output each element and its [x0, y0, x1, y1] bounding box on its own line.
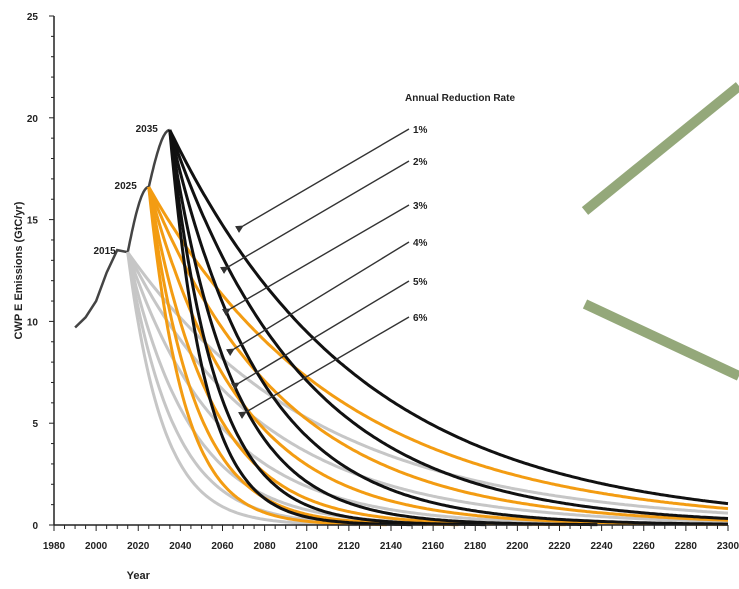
rate-arrow-5: [230, 280, 410, 391]
decline-curve-2035-5pct: [168, 129, 486, 527]
y-tick-label: 10: [27, 317, 39, 328]
y-tick-label: 25: [27, 12, 39, 23]
x-tick-label: 2140: [380, 541, 403, 552]
x-tick-label: 2020: [127, 541, 150, 552]
historical-emissions-line: [74, 248, 128, 329]
decline-curve-2015-2pct: [126, 251, 728, 524]
x-tick-label: 2120: [338, 541, 361, 552]
x-tick-label: 2060: [211, 541, 234, 552]
x-tick-label: 2040: [169, 541, 192, 552]
rate-label-4: 4%: [413, 238, 428, 249]
x-tick-label: 2220: [548, 541, 571, 552]
x-tick-label: 2160: [422, 541, 445, 552]
x-tick-label: 2280: [675, 541, 698, 552]
rate-label-1: 1%: [413, 125, 428, 136]
rate-arrow-6: [237, 316, 410, 419]
x-tick-label: 2080: [254, 541, 277, 552]
rate-arrow-2: [219, 160, 410, 274]
peak-label-2025: 2025: [115, 181, 138, 192]
decline-curve-2025-1pct: [147, 186, 729, 511]
rate-label-2: 2%: [413, 157, 428, 168]
x-axis-title: Year: [127, 570, 151, 582]
arrows-layer: [219, 128, 410, 419]
decline-curve-2035-2pct: [168, 129, 729, 520]
y-tick-label: 20: [27, 114, 39, 125]
axes-layer: 1980 2000 2020 2040 2060 2080 2100 2120 2140 2160…: [27, 12, 739, 552]
rate-arrow-1: [234, 128, 410, 233]
decline-curve-2035-3pct: [168, 129, 728, 526]
rate-arrow-3: [221, 204, 410, 316]
ramp-line-2025: [126, 185, 150, 253]
x-tick-label: 2200: [506, 541, 529, 552]
legend-title: Annual Reduction Rate: [405, 93, 515, 104]
y-tick-label: 0: [32, 521, 38, 532]
x-tick-label: 2000: [85, 541, 108, 552]
decor-stroke-lower: [582, 299, 739, 381]
decor-stroke-upper: [581, 82, 739, 215]
x-tick-label: 2100: [296, 541, 319, 552]
rate-label-6: 6%: [413, 313, 428, 324]
x-tick-label: 2240: [591, 541, 614, 552]
decline-curve-2025-2pct: [147, 186, 728, 522]
x-tick-label: 1980: [43, 541, 66, 552]
peak-label-2035: 2035: [136, 124, 159, 135]
rate-label-5: 5%: [413, 277, 428, 288]
decline-curve-2025-5pct: [147, 186, 459, 527]
peak-label-2015: 2015: [93, 246, 116, 257]
y-tick-label: 5: [32, 419, 38, 430]
y-axis-title: CWP E Emissions (GtC/yr): [13, 201, 25, 339]
decline-curve-2035-1pct: [168, 129, 729, 506]
curves-layer: [74, 128, 729, 527]
y-tick-label: 15: [27, 216, 39, 227]
decline-curve-2015-1pct: [126, 251, 729, 515]
decline-curve-2035-4pct: [168, 129, 598, 527]
decor-layer: [581, 82, 739, 381]
x-tick-label: 2260: [633, 541, 656, 552]
x-tick-label: 2180: [464, 541, 487, 552]
decline-curve-2035-6pct: [168, 129, 413, 527]
ramp-line-2035: [147, 128, 171, 188]
rate-arrow-4: [225, 241, 410, 357]
x-tick-label: 2300: [717, 541, 739, 552]
rate-label-3: 3%: [413, 201, 428, 212]
